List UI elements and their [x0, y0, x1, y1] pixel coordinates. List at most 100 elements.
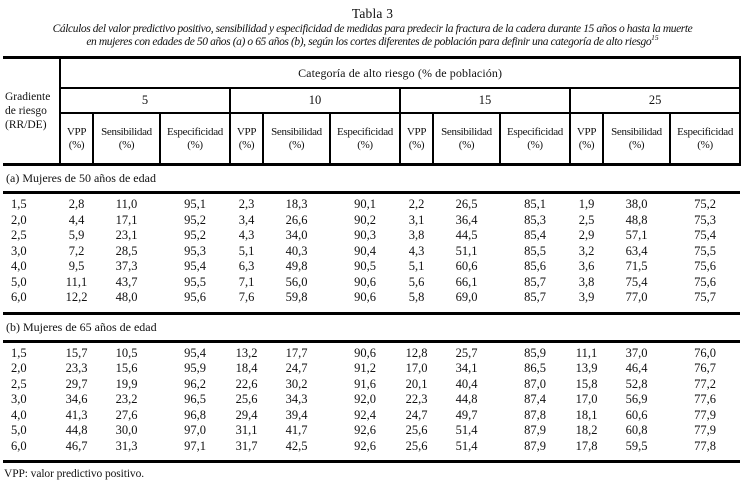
- value-cell: 95,4: [184, 259, 206, 273]
- value-cell: 31,3: [115, 438, 138, 453]
- value-cell: 96,2: [184, 376, 206, 391]
- value-cell: 4,3: [238, 228, 255, 242]
- cutoff-header-25: 25: [568, 88, 742, 114]
- gradient-cell: 2,0: [11, 361, 27, 375]
- value-cell: 1,9: [578, 197, 595, 211]
- section-label-row: (b) Mujeres de 65 años de edad: [3, 311, 741, 343]
- corner-header-line-3: (RR/DE): [5, 119, 47, 131]
- value-cell: 75,7: [694, 290, 717, 304]
- value-cell: 24,7: [285, 361, 308, 375]
- value-cell: 34,0: [285, 228, 308, 242]
- reference-superscript: 15: [651, 33, 659, 43]
- table-title: Tabla 3: [351, 6, 394, 21]
- value-cell: 75,2: [694, 197, 717, 211]
- value-cell: 7,6: [238, 290, 255, 304]
- section-b-label: (b) Mujeres de 65 años de edad: [3, 311, 741, 343]
- value-cell: 6,3: [238, 259, 255, 273]
- value-cell: 11,1: [65, 274, 88, 289]
- value-cell: 23,2: [115, 392, 138, 406]
- value-cell: 12,2: [65, 290, 88, 304]
- value-cell: 2,3: [238, 197, 255, 211]
- value-cell: 96,8: [184, 407, 206, 422]
- value-cell: 91,2: [354, 361, 376, 375]
- value-cell: 90,3: [354, 228, 376, 242]
- cutoff-header-15: 15: [399, 88, 571, 114]
- gradient-cell: 2,5: [11, 228, 27, 242]
- value-cell: 25,6: [235, 392, 258, 406]
- value-cell: 76,7: [694, 361, 717, 375]
- value-cell: 25,6: [405, 438, 428, 453]
- value-cell: 39,4: [285, 407, 308, 422]
- value-cell: 95,2: [184, 228, 206, 242]
- section-a-body: 1,5 2,8 11,0 95,1 2,3 18,3 90,1 2,2 26,5 85,1 1,9 3…: [3, 193, 740, 314]
- gradient-cell: 5,0: [11, 274, 27, 289]
- gradient-cell: 1,5: [11, 197, 27, 211]
- value-cell: 87,9: [524, 423, 546, 437]
- value-cell: 17,1: [115, 212, 138, 227]
- value-cell: 75,6: [694, 274, 717, 289]
- value-cell: 17,8: [575, 438, 598, 453]
- subtitle-line-1: Cálculos del valor predictivo positivo, …: [52, 23, 693, 35]
- value-cell: 49,7: [455, 407, 478, 422]
- value-cell: 24,7: [405, 407, 428, 422]
- value-cell: 10,5: [115, 345, 138, 360]
- gradient-cell: 4,0: [11, 407, 27, 422]
- gradient-cell: 3,0: [11, 392, 27, 406]
- value-cell: 95,6: [184, 290, 206, 304]
- value-cell: 87,4: [524, 392, 546, 406]
- value-cell: 18,2: [575, 423, 598, 437]
- value-cell: 28,5: [115, 243, 138, 258]
- value-cell: 75,4: [694, 228, 717, 242]
- value-cell: 51,1: [455, 243, 478, 258]
- corner-header-gradiente: Gradiente de riesgo (RR/DE): [3, 56, 61, 166]
- value-cell: 25,7: [455, 345, 478, 360]
- value-cell: 17,0: [405, 361, 428, 375]
- value-cell: 96,5: [184, 392, 206, 406]
- value-cell: 51,4: [455, 423, 478, 437]
- value-cell: 34,3: [285, 392, 308, 406]
- value-cell: 34,1: [455, 361, 478, 375]
- section-b-header: (b) Mujeres de 65 años de edad: [3, 311, 741, 343]
- value-cell: 3,6: [578, 259, 595, 273]
- cutoff-header-5: 5: [59, 88, 231, 114]
- col-header-sensibilidad-5: Sensibilidad (%): [92, 113, 161, 166]
- value-cell: 77,9: [694, 423, 717, 437]
- value-cell: 97,1: [184, 438, 206, 453]
- gradient-cell: 6,0: [11, 290, 27, 304]
- col-header-vpp-5: VPP (%): [59, 113, 94, 166]
- table-footnote: VPP: valor predictivo positivo.: [4, 468, 145, 480]
- value-cell: 5,6: [408, 274, 425, 289]
- table-row: 2,0 23,3 15,6 95,9 18,4 24,7 91,2 17,0 34,1 86,5 1…: [3, 361, 740, 377]
- value-cell: 85,7: [524, 274, 546, 289]
- table-row: 3,0 34,6 23,2 96,5 25,6 34,3 92,0 22,3 44,8 87,4 1…: [3, 392, 740, 408]
- value-cell: 85,9: [524, 345, 546, 360]
- value-cell: 85,6: [524, 259, 546, 273]
- subtitle-line-2: en mujeres con edades de 50 años (a) o 6…: [3, 33, 742, 49]
- gradient-cell: 4,0: [11, 259, 27, 273]
- value-cell: 23,3: [65, 361, 88, 375]
- value-cell: 77,0: [625, 290, 648, 304]
- value-cell: 11,1: [575, 345, 598, 360]
- value-cell: 60,6: [455, 259, 478, 273]
- value-cell: 18,1: [575, 407, 598, 422]
- table-row: 6,0 12,2 48,0 95,6 7,6 59,8 90,6 5,8 69,0 85,7 3,9…: [3, 290, 740, 313]
- value-cell: 5,1: [408, 259, 425, 273]
- col-header-sensibilidad-15: Sensibilidad (%): [432, 113, 501, 166]
- value-cell: 77,6: [694, 392, 717, 406]
- table-subtitle: Cálculos del valor predictivo positivo, …: [3, 23, 742, 49]
- value-cell: 85,3: [524, 212, 546, 227]
- value-cell: 95,3: [184, 243, 206, 258]
- value-cell: 75,4: [625, 274, 648, 289]
- value-cell: 69,0: [455, 290, 478, 304]
- value-cell: 31,1: [235, 423, 258, 437]
- value-cell: 31,7: [235, 438, 258, 453]
- value-cell: 75,5: [694, 243, 717, 258]
- value-cell: 3,1: [408, 212, 425, 227]
- value-cell: 22,6: [235, 376, 258, 391]
- value-cell: 87,8: [524, 407, 546, 422]
- value-cell: 3,9: [578, 290, 595, 304]
- table-row: 2,0 4,4 17,1 95,2 3,4 26,6 90,2 3,1 36,4 85,3 2,5 4…: [3, 213, 740, 229]
- gradient-cell: 3,0: [11, 243, 27, 258]
- value-cell: 2,9: [578, 228, 595, 242]
- value-cell: 15,7: [65, 345, 88, 360]
